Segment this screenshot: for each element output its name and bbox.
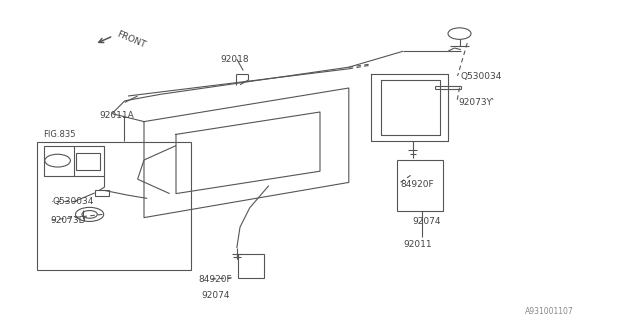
Bar	[238, 254, 264, 278]
Text: Q530034: Q530034	[52, 197, 94, 206]
Text: 92011: 92011	[403, 240, 432, 249]
Bar	[76, 153, 100, 170]
Text: 92074: 92074	[202, 291, 230, 300]
Bar	[397, 160, 443, 211]
Text: FRONT: FRONT	[115, 30, 147, 50]
Bar	[37, 142, 191, 270]
Text: 92073D: 92073D	[50, 216, 85, 225]
Text: 92011A: 92011A	[99, 111, 134, 120]
Text: Q530034: Q530034	[461, 72, 502, 81]
Text: 92018: 92018	[221, 55, 250, 64]
Text: 92074: 92074	[413, 217, 442, 226]
Text: 92073Ƴ: 92073Ƴ	[458, 98, 493, 107]
Text: FIG.835: FIG.835	[44, 130, 76, 139]
Bar	[95, 190, 109, 196]
Text: A931001107: A931001107	[525, 307, 573, 316]
Text: 84920F: 84920F	[198, 276, 232, 284]
Text: 84920F: 84920F	[400, 180, 434, 188]
Bar	[44, 146, 104, 176]
